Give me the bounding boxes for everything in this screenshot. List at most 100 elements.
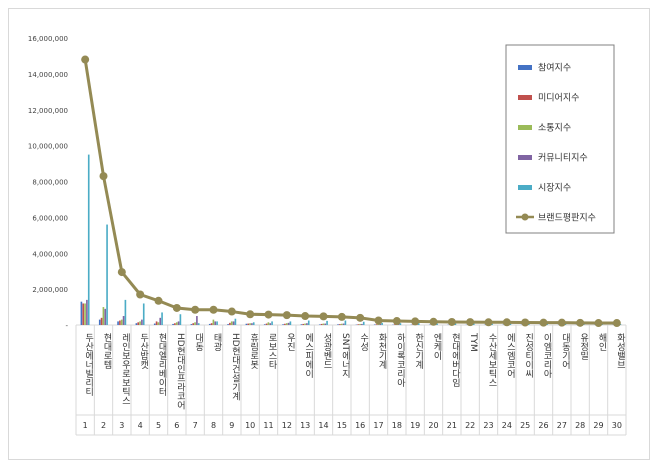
bar-4 [196, 316, 198, 325]
category-label: 태광 [212, 333, 222, 351]
bar-5 [509, 323, 512, 325]
index-label: 17 [373, 421, 383, 430]
bar-1 [263, 324, 266, 325]
line-marker [392, 317, 401, 326]
bar-2 [247, 323, 250, 325]
line-marker [81, 55, 90, 64]
line-marker [594, 319, 603, 328]
bar-4 [379, 323, 382, 325]
index-label: 9 [229, 421, 234, 430]
bar-3 [157, 322, 160, 325]
index-label: 8 [211, 421, 216, 430]
category-label: 현대에버다임 [450, 333, 460, 387]
bar-1 [300, 324, 303, 325]
category-label: 현대로템 [102, 333, 112, 369]
index-label: 12 [282, 421, 292, 430]
bar-3 [102, 307, 105, 325]
line-marker [99, 172, 108, 181]
bar-5 [124, 299, 127, 325]
index-label: 30 [612, 421, 622, 430]
bar-5 [491, 323, 493, 325]
y-tick-label: 2,000,000 [32, 286, 68, 294]
category-label: 우진 [285, 333, 295, 351]
bar-1 [153, 323, 156, 325]
bar-5 [87, 154, 90, 325]
line-marker [209, 305, 218, 314]
bar-4 [324, 323, 327, 325]
bar-2 [192, 323, 195, 325]
bar-4 [251, 323, 253, 325]
line-marker [337, 312, 346, 321]
bar-5 [527, 323, 530, 325]
bar-2 [265, 323, 268, 325]
bar-5 [307, 320, 310, 325]
index-label: 28 [575, 421, 585, 430]
bar-5 [436, 323, 438, 325]
category-label: 휴림로봇 [248, 333, 258, 370]
bar-2 [375, 324, 378, 325]
category-label: 로보스타 [267, 333, 277, 370]
bar-2 [229, 322, 231, 325]
line-marker [429, 317, 438, 326]
category-label: 성광벤드 [322, 333, 332, 369]
bar-4 [122, 316, 125, 325]
index-label: 3 [119, 421, 124, 430]
category-label: 한신기계 [413, 333, 423, 370]
bar-1 [135, 323, 138, 325]
line-marker [282, 311, 291, 320]
bar-2 [82, 303, 85, 325]
bar-5 [252, 322, 255, 325]
y-tick-label: 12,000,000 [28, 107, 68, 115]
category-label: 수산세보틱스 [487, 333, 497, 387]
category-label: 진성티이씨 [523, 333, 533, 378]
bar-5 [234, 318, 237, 325]
index-label: 6 [174, 421, 179, 430]
bar-4 [269, 323, 272, 325]
line-marker [447, 317, 456, 326]
bar-2 [119, 320, 121, 325]
category-label: 이엠코리아 [542, 333, 552, 379]
bar-5 [454, 323, 457, 325]
legend-marker [521, 213, 529, 221]
bar-2 [302, 323, 305, 325]
line-marker [246, 310, 255, 319]
line-marker [227, 307, 236, 316]
index-label: 4 [138, 421, 143, 430]
line-marker [374, 316, 383, 325]
category-label: HD현대건설기계 [230, 333, 240, 402]
bar-2 [155, 321, 158, 325]
legend-swatch [518, 155, 532, 160]
index-label: 27 [557, 421, 567, 430]
line-marker [356, 313, 365, 322]
line-marker [319, 312, 328, 321]
category-label: 화성밸브 [615, 333, 625, 369]
bar-3 [359, 323, 361, 325]
y-tick-label: 10,000,000 [28, 143, 68, 151]
bar-5 [417, 323, 420, 325]
index-label: 5 [156, 421, 161, 430]
line-marker [264, 310, 273, 319]
bar-3 [84, 303, 86, 325]
index-label: 23 [483, 421, 493, 430]
legend-label: 소통지수 [538, 123, 571, 134]
bar-2 [357, 324, 360, 325]
category-label: 화천기계 [377, 333, 387, 370]
category-label: 에스엠코어 [505, 333, 515, 379]
legend-label: 미디어지수 [538, 93, 579, 104]
index-label: 20 [428, 421, 438, 430]
bar-2 [137, 322, 140, 325]
index-label: 15 [337, 421, 347, 430]
y-tick-label: 4,000,000 [32, 250, 68, 258]
bar-5 [106, 224, 108, 325]
bar-1 [227, 324, 229, 325]
category-label: 에스피에이 [303, 333, 313, 379]
line-marker [154, 296, 163, 305]
bar-1 [80, 301, 83, 325]
category-label: 해인 [597, 333, 607, 351]
bar-3 [322, 323, 325, 325]
bar-5 [142, 303, 145, 325]
bar-3 [230, 321, 233, 325]
bar-1 [190, 324, 193, 325]
bar-5 [381, 322, 383, 325]
